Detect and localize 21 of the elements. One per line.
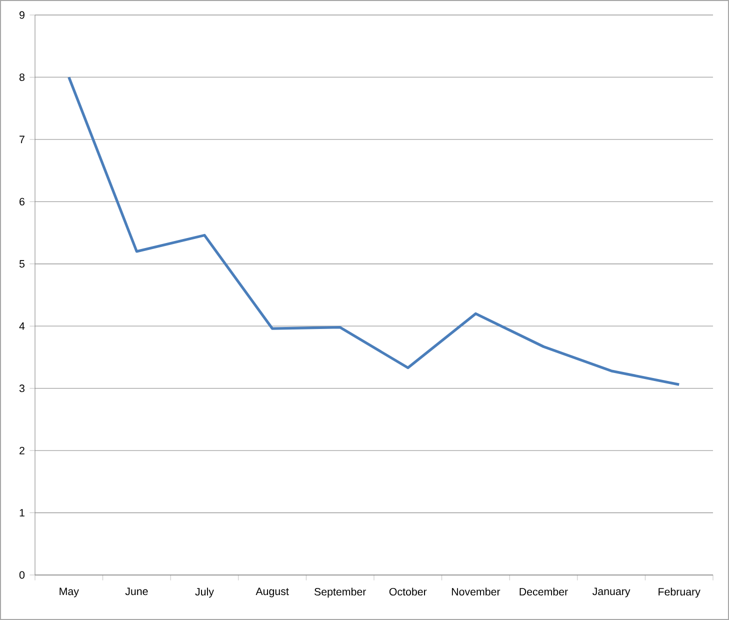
line-series xyxy=(68,76,680,386)
x-tick-label: August xyxy=(256,588,289,598)
y-tick-label: 8 xyxy=(19,73,24,81)
y-tick-label: 3 xyxy=(19,384,24,392)
y-tick-label: 1 xyxy=(20,509,24,516)
y-tick-label: 9 xyxy=(20,11,24,19)
y-tick-label: 0 xyxy=(19,571,25,579)
x-tick-label: July xyxy=(195,588,214,598)
x-tick-label: May xyxy=(60,588,79,598)
x-tick-label: December xyxy=(520,588,568,596)
x-tick-label: November xyxy=(452,588,500,596)
y-tick-label: 7 xyxy=(20,136,24,144)
y-tick-label: 6 xyxy=(20,198,24,206)
y-tick-label: 2 xyxy=(20,446,24,454)
y-tick-label: 5 xyxy=(19,260,25,268)
x-tick-label: February xyxy=(658,588,700,598)
x-tick-label: January xyxy=(592,588,630,598)
x-tick-label: October xyxy=(389,588,427,596)
y-tick-label: 4 xyxy=(19,322,25,330)
x-tick-label: June xyxy=(125,588,148,596)
x-tick-label: September xyxy=(314,588,366,598)
